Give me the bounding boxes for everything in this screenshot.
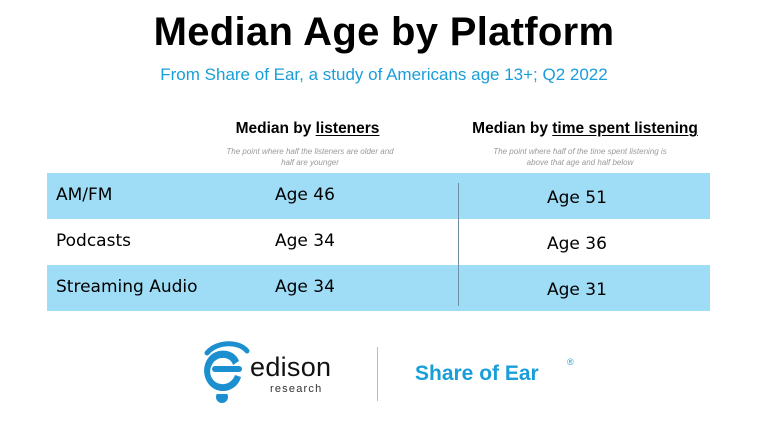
logo-divider	[377, 347, 378, 401]
median-by-time-spent: Age 31	[547, 280, 607, 300]
edison-tagline: research	[270, 383, 323, 395]
registered-mark: ®	[567, 357, 574, 367]
median-by-listeners: Age 46	[275, 185, 335, 205]
column-header-time-spent: Median by time spent listening	[440, 120, 730, 138]
page-subtitle: From Share of Ear, a study of Americans …	[160, 65, 608, 84]
column-header-prefix: Median by	[235, 120, 316, 137]
platform-label: Streaming Audio	[56, 277, 198, 297]
edison-logo-icon	[204, 341, 250, 403]
column-header-listeners: Median by listeners	[190, 120, 425, 138]
edison-wordmark: edison	[250, 352, 332, 382]
median-by-time-spent: Age 36	[547, 234, 607, 254]
column-note-listeners: The point where half the listeners are o…	[226, 147, 394, 167]
column-header-emphasis: listeners	[315, 120, 380, 137]
table-row: Podcasts Age 34 Age 36	[47, 219, 710, 265]
median-by-listeners: Age 34	[275, 231, 335, 251]
column-header-prefix: Median by	[472, 120, 553, 137]
table-row: Streaming Audio Age 34 Age 31	[47, 265, 710, 311]
share-of-ear-logo: Share of Ear	[415, 362, 539, 385]
platform-label: Podcasts	[56, 231, 131, 251]
column-header-emphasis: time spent listening	[552, 120, 698, 137]
median-by-time-spent: Age 51	[547, 188, 607, 208]
median-by-listeners: Age 34	[275, 277, 335, 297]
column-divider	[458, 183, 459, 306]
platform-label: AM/FM	[56, 185, 113, 205]
table-row: AM/FM Age 46 Age 51	[47, 173, 710, 219]
page-title: Median Age by Platform	[153, 10, 615, 54]
column-note-time-spent: The point where half of the time spent l…	[493, 147, 667, 167]
